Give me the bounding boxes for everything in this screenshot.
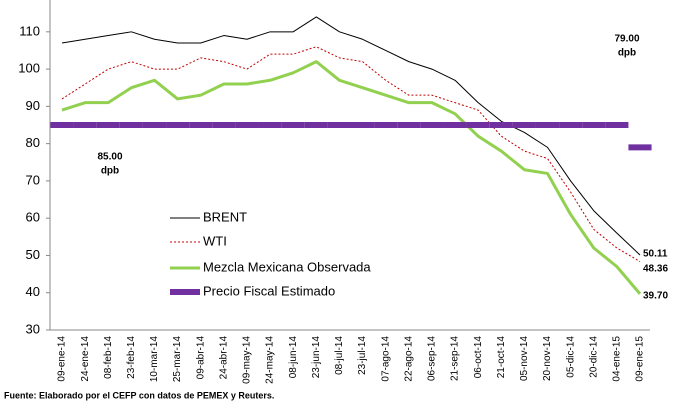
y-tick-label: 50: [26, 247, 40, 262]
x-tick-label: 23-feb-14: [126, 336, 137, 379]
x-tick-label: 24-may-14: [265, 336, 276, 384]
series-line: [61, 60, 642, 295]
x-tick-label: 25-mar-14: [172, 336, 183, 383]
x-tick-label: 20-dic-14: [588, 336, 599, 378]
x-tick-label: 23-jul-14: [357, 336, 368, 375]
y-tick-label: 40: [26, 284, 40, 299]
x-tick-label: 08-jun-14: [288, 336, 299, 379]
x-tick-label: 06-oct-14: [473, 336, 484, 379]
x-tick-label: 20-nov-14: [542, 336, 553, 381]
annotation: dpb: [101, 166, 119, 177]
x-tick-label: 24-abr-14: [218, 336, 229, 380]
x-tick-label: 05-dic-14: [565, 336, 576, 378]
x-tick-label: 09-ene-15: [635, 336, 646, 382]
annotation: dpb: [618, 48, 636, 59]
x-tick-label: 04-ene-15: [612, 336, 623, 382]
x-tick-label: 08-jul-14: [334, 336, 345, 375]
x-tick-label: 21-sep-14: [450, 336, 461, 381]
legend-label: WTI: [203, 233, 227, 248]
x-tick-label: 08-feb-14: [103, 336, 114, 379]
y-tick-label: 110: [19, 23, 40, 38]
series-line: [61, 46, 641, 262]
source-note: Fuente: Elaborado por el CEFP con datos …: [4, 390, 274, 400]
y-tick-label: 100: [18, 61, 40, 76]
x-tick-label: 07-ago-14: [380, 336, 391, 382]
x-tick-label: 09-may-14: [242, 336, 253, 384]
annotation: 79.00: [614, 34, 639, 45]
legend-label: BRENT: [203, 209, 247, 224]
data-label: 48.36: [643, 264, 668, 275]
x-tick-label: 24-ene-14: [80, 336, 91, 382]
data-label: 39.70: [643, 291, 668, 302]
y-tick-label: 90: [26, 98, 40, 113]
y-tick-label: 70: [26, 172, 40, 187]
y-tick-label: 30: [26, 321, 40, 336]
x-tick-label: 06-sep-14: [427, 336, 438, 381]
x-tick-label: 23-jun-14: [311, 336, 322, 379]
x-tick-label: 05-nov-14: [519, 336, 530, 381]
y-tick-label: 80: [26, 135, 40, 150]
data-label: 50.11: [643, 249, 668, 260]
x-tick-label: 22-ago-14: [403, 336, 414, 382]
x-tick-label: 09-abr-14: [195, 336, 206, 380]
legend-label: Mezcla Mexicana Observada: [203, 259, 371, 274]
x-tick-label: 21-oct-14: [496, 336, 507, 379]
x-tick-label: 10-mar-14: [149, 336, 160, 383]
legend-label: Precio Fiscal Estimado: [203, 283, 335, 298]
x-tick-label: 09-ene-14: [57, 336, 68, 382]
annotation: 85.00: [97, 152, 122, 163]
y-tick-label: 60: [26, 210, 40, 225]
series-line: [61, 16, 641, 256]
